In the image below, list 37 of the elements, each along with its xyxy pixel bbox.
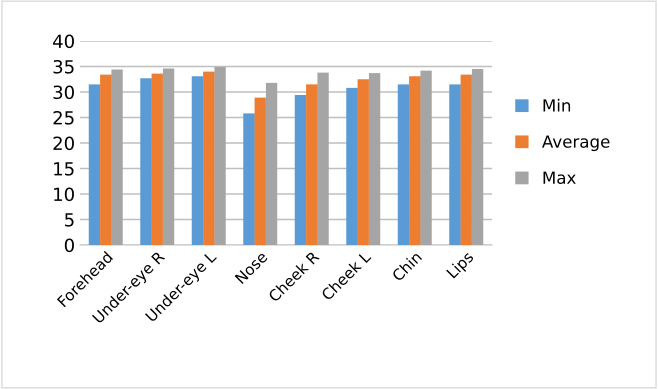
legend-label: Max — [544, 172, 576, 184]
bar — [346, 88, 358, 245]
bar — [472, 69, 484, 245]
bar — [368, 73, 380, 245]
y-tick-label: 10 — [54, 187, 74, 202]
bar — [243, 113, 255, 245]
y-tick-label: 30 — [54, 85, 74, 100]
bar — [100, 74, 112, 245]
y-tick-label: 5 — [65, 213, 74, 227]
bar — [409, 76, 420, 245]
bar — [420, 70, 432, 245]
y-tick-label: 35 — [54, 60, 74, 74]
bar — [111, 70, 123, 245]
y-tick-label: 0 — [64, 238, 74, 252]
bar — [192, 76, 204, 245]
y-tick-label: 20 — [53, 136, 74, 150]
bar — [306, 84, 318, 245]
bar — [88, 84, 100, 245]
y-tick-label: 15 — [54, 162, 74, 176]
bar — [398, 84, 410, 245]
bar — [449, 84, 461, 245]
bar — [254, 98, 266, 245]
bar — [266, 82, 278, 245]
bar — [162, 68, 174, 245]
bar — [203, 72, 214, 245]
x-tick-label: Lips — [446, 250, 476, 281]
bar — [152, 74, 163, 245]
legend-label: Average — [542, 135, 610, 152]
bar — [460, 74, 472, 245]
y-tick-label: 25 — [53, 110, 74, 125]
legend-label: Min — [544, 98, 570, 112]
y-tick-label: 40 — [53, 34, 74, 48]
bar — [317, 72, 329, 245]
bar — [140, 78, 152, 245]
bar — [358, 79, 369, 245]
bar — [294, 95, 306, 245]
bar — [214, 67, 226, 245]
